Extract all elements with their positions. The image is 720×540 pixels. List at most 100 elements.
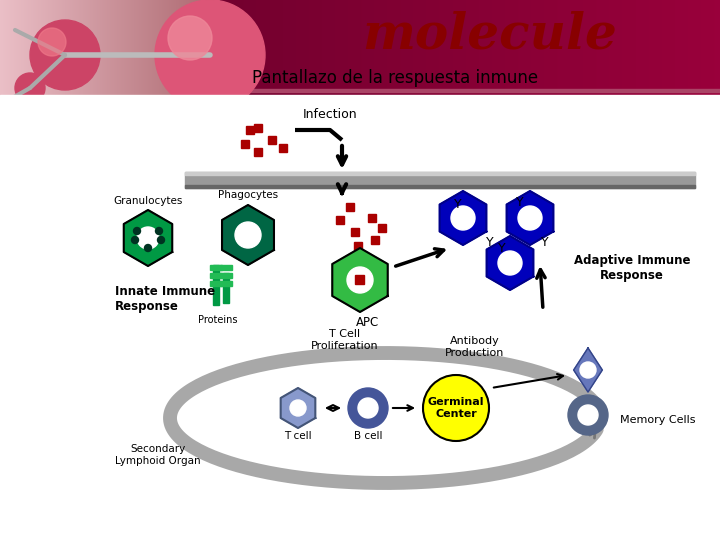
Bar	[579, 0, 580, 95]
Bar	[327, 0, 328, 95]
Circle shape	[358, 398, 378, 418]
Bar	[304, 0, 305, 95]
Bar	[261, 0, 262, 95]
Bar	[620, 0, 621, 95]
Bar	[141, 0, 142, 95]
Bar	[566, 0, 567, 95]
Bar	[466, 0, 467, 95]
Bar	[396, 0, 397, 95]
Bar	[558, 0, 559, 95]
Bar	[360, 0, 361, 95]
Bar	[168, 0, 169, 95]
Bar	[259, 0, 260, 95]
Bar	[34, 0, 35, 95]
Bar	[131, 0, 132, 95]
Bar	[531, 0, 532, 95]
Bar	[142, 0, 143, 95]
Bar	[239, 0, 240, 95]
Bar	[366, 0, 367, 95]
Bar	[135, 0, 136, 95]
Bar	[611, 0, 612, 95]
Bar	[626, 0, 627, 95]
Bar	[615, 0, 616, 95]
Bar	[111, 0, 112, 95]
Bar	[19, 0, 20, 95]
Bar	[79, 0, 80, 95]
Bar	[631, 0, 632, 95]
Bar	[653, 0, 654, 95]
Bar	[676, 0, 677, 95]
Bar	[383, 0, 384, 95]
Bar	[272, 0, 273, 95]
Bar	[153, 0, 154, 95]
Bar	[709, 0, 710, 95]
Bar	[27, 0, 28, 95]
Bar	[641, 0, 642, 95]
Bar	[440, 0, 441, 95]
Bar	[474, 0, 475, 95]
Bar	[681, 0, 682, 95]
Bar	[708, 0, 709, 95]
Bar	[656, 0, 657, 95]
Bar	[183, 0, 184, 95]
Circle shape	[348, 388, 388, 428]
Bar	[115, 0, 116, 95]
Bar	[222, 0, 223, 95]
Bar	[683, 0, 684, 95]
Bar	[149, 0, 150, 95]
Bar	[245, 0, 246, 95]
Bar	[279, 0, 280, 95]
Bar	[152, 0, 153, 95]
Bar	[197, 0, 198, 95]
Bar	[181, 0, 182, 95]
Bar	[18, 0, 19, 95]
Bar	[176, 0, 177, 95]
Bar	[530, 0, 531, 95]
Bar	[393, 0, 394, 95]
Bar	[53, 0, 54, 95]
Bar	[521, 0, 522, 95]
Bar	[213, 265, 219, 305]
Bar	[644, 0, 645, 95]
Bar	[547, 0, 548, 95]
Bar	[300, 0, 301, 95]
Bar	[220, 265, 232, 270]
Bar	[104, 0, 105, 95]
Bar	[45, 0, 46, 95]
Bar	[72, 0, 73, 95]
Bar	[279, 144, 287, 152]
Bar	[170, 0, 171, 95]
Bar	[609, 0, 610, 95]
Bar	[593, 0, 594, 95]
Bar	[551, 0, 552, 95]
Bar	[242, 0, 243, 95]
Bar	[116, 0, 117, 95]
Bar	[661, 0, 662, 95]
Bar	[614, 0, 615, 95]
Bar	[22, 0, 23, 95]
Bar	[588, 0, 589, 95]
Bar	[308, 0, 309, 95]
Bar	[692, 0, 693, 95]
Bar	[207, 0, 208, 95]
Bar	[432, 0, 433, 95]
Text: molecule: molecule	[363, 10, 618, 59]
Bar	[552, 0, 553, 95]
Bar	[60, 0, 61, 95]
Bar	[565, 0, 566, 95]
Bar	[180, 0, 181, 95]
Bar	[273, 0, 274, 95]
Bar	[50, 0, 51, 95]
Bar	[655, 0, 656, 95]
Bar	[402, 0, 403, 95]
Bar	[136, 0, 137, 95]
Bar	[398, 0, 399, 95]
Bar	[675, 0, 676, 95]
Bar	[659, 0, 660, 95]
Bar	[365, 0, 366, 95]
Bar	[225, 0, 226, 95]
Bar	[210, 265, 222, 270]
Bar	[147, 0, 148, 95]
Bar	[502, 0, 503, 95]
Bar	[362, 0, 363, 95]
